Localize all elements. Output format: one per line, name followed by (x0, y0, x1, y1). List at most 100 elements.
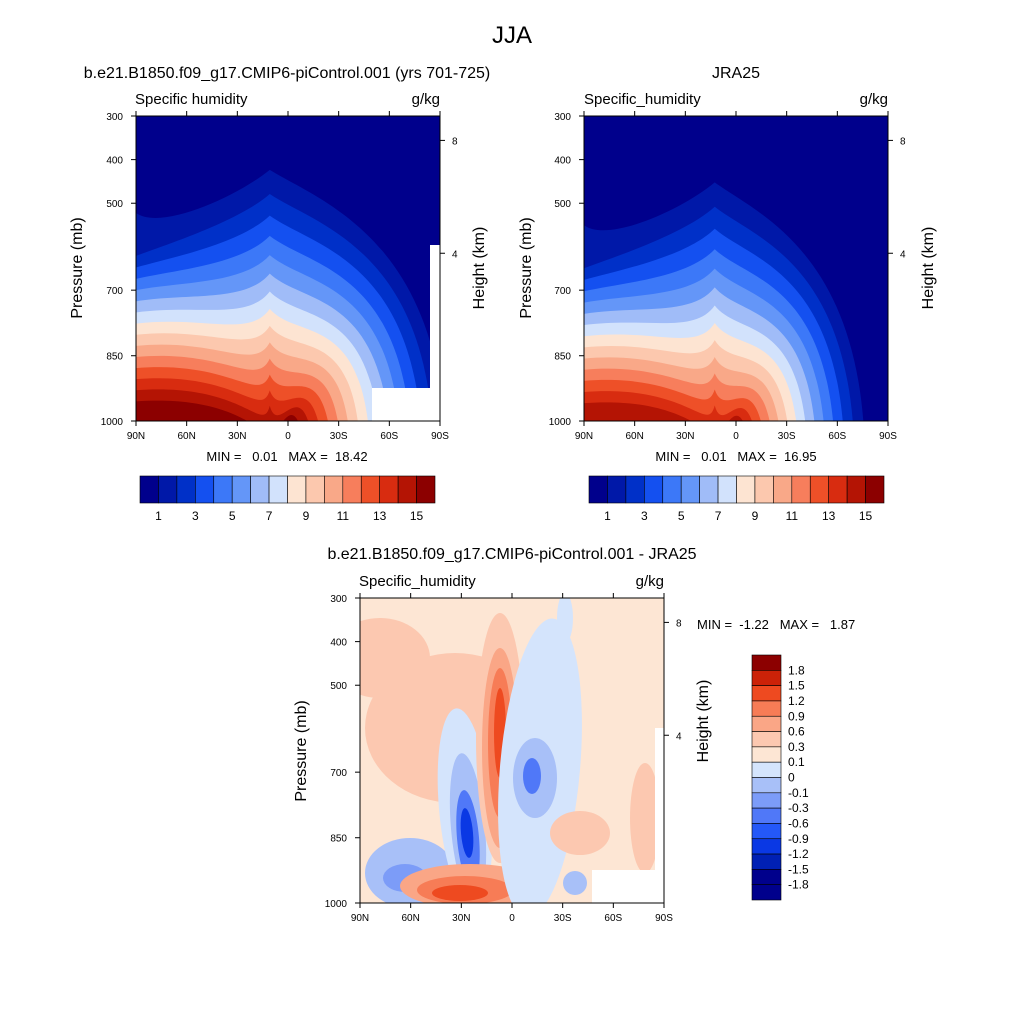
colorbar-label: 15 (410, 509, 424, 523)
missing-data-region (430, 245, 440, 390)
field-label: Specific_humidity (584, 91, 701, 108)
x-tick-label: 90N (351, 913, 369, 924)
colorbar-swatch (397, 475, 417, 504)
colorbar-label: 0.3 (788, 740, 805, 754)
colorbar-label: 1 (604, 509, 611, 523)
y-tick-label: 400 (554, 156, 571, 167)
colorbar-swatch (195, 475, 215, 504)
contour-blob (523, 758, 541, 794)
colorbar-swatch (751, 884, 782, 901)
plot-area (359, 597, 665, 904)
x-tick-label: 60N (177, 431, 195, 442)
x-tick-label: 90S (655, 913, 673, 924)
plot-area (583, 115, 889, 422)
x-tick-label: 0 (733, 431, 739, 442)
y-tick-label: 1000 (549, 417, 572, 428)
y-right-axis-label: Height (km) (920, 227, 937, 310)
contour-fill (136, 169, 440, 421)
colorbar-swatch (305, 475, 325, 504)
missing-data-region (372, 388, 440, 421)
colorbar-swatch (662, 475, 682, 504)
y-tick-label: 400 (330, 638, 347, 649)
colorbar-label: 5 (678, 509, 685, 523)
contour-band (136, 400, 298, 421)
colorbar-label: 0.1 (788, 755, 805, 769)
contour-blob (557, 598, 573, 643)
colorbar-swatch (751, 654, 782, 671)
y-right-tick-label: 4 (676, 731, 682, 742)
colorbar-swatch (751, 746, 782, 763)
y-right-axis-label: Height (km) (471, 227, 488, 310)
contour-blob (563, 871, 587, 895)
colorbar-label: -0.3 (788, 801, 809, 815)
x-tick-label: 90S (879, 431, 897, 442)
colorbar-label: 3 (192, 509, 199, 523)
y-tick-label: 300 (554, 112, 571, 123)
colorbar-swatch (588, 475, 608, 504)
x-tick-label: 0 (285, 431, 291, 442)
colorbar-swatch (751, 807, 782, 824)
colorbar-label: 1.2 (788, 694, 805, 708)
colorbar-swatch (846, 475, 866, 504)
colorbar-swatch (717, 475, 737, 504)
x-tick-label: 90N (575, 431, 593, 442)
y-tick-label: 850 (554, 352, 571, 363)
panel-model: b.e21.B1850.f09_g17.CMIP6-piControl.001 … (69, 65, 490, 523)
colorbar-swatch (751, 869, 782, 885)
y-tick-label: 400 (106, 156, 123, 167)
y-tick-label: 300 (106, 112, 123, 123)
panel-difference: b.e21.B1850.f09_g17.CMIP6-piControl.001 … (293, 546, 855, 924)
y-tick-label: 700 (106, 286, 123, 297)
colorbar-label: 13 (822, 509, 836, 523)
contour-fill (584, 182, 864, 421)
colorbar-swatch (176, 475, 196, 504)
missing-data-region (592, 870, 664, 903)
x-tick-label: 60N (625, 431, 643, 442)
panel-jra25: JRA25 Specific_humidity g/kg 30040050070… (518, 65, 937, 523)
colorbar-swatch (751, 838, 782, 855)
figure-title: JJA (492, 22, 532, 49)
colorbar-swatch (751, 731, 782, 748)
y-tick-label: 500 (330, 681, 347, 692)
y-tick-label: 300 (330, 594, 347, 605)
x-tick-label: 0 (509, 913, 515, 924)
y-tick-label: 1000 (325, 899, 348, 910)
colorbar-label: 9 (303, 509, 310, 523)
y-tick-label: 850 (106, 352, 123, 363)
x-tick-label: 60S (828, 431, 846, 442)
colorbar-label: 11 (337, 509, 350, 523)
colorbar-swatch (773, 475, 793, 504)
panel-title: b.e21.B1850.f09_g17.CMIP6-piControl.001 … (84, 65, 490, 82)
y-tick-label: 850 (330, 834, 347, 845)
contour-fill (360, 598, 660, 903)
colorbar-swatch (158, 475, 178, 504)
colorbar-label: 1.8 (788, 663, 805, 677)
colorbar-swatch (751, 715, 782, 732)
x-tick-label: 60S (380, 431, 398, 442)
y-right-tick-label: 4 (452, 249, 458, 260)
colorbar-label: 9 (752, 509, 759, 523)
colorbar-swatch (379, 475, 399, 504)
colorbar-swatch (231, 475, 251, 504)
min-max-text: MIN = 0.01 MAX = 18.42 (206, 449, 367, 464)
field-label: Specific humidity (135, 91, 248, 108)
min-max-text: MIN = -1.22 MAX = 1.87 (697, 617, 855, 632)
colorbar-swatch (751, 792, 782, 809)
missing-data-region (655, 728, 664, 873)
units-label: g/kg (636, 573, 664, 590)
colorbar-swatch (360, 475, 380, 504)
colorbar-label: 13 (373, 509, 387, 523)
colorbar-label: -0.1 (788, 786, 809, 800)
y-right-tick-label: 8 (900, 136, 906, 147)
colorbar-label: -0.9 (788, 832, 809, 846)
colorbar-swatch (416, 475, 436, 504)
plot-area (135, 115, 441, 422)
x-tick-label: 30S (330, 431, 348, 442)
contour-blob (360, 618, 430, 698)
y-right-axis-label: Height (km) (695, 680, 712, 763)
colorbar-swatch (342, 475, 362, 504)
